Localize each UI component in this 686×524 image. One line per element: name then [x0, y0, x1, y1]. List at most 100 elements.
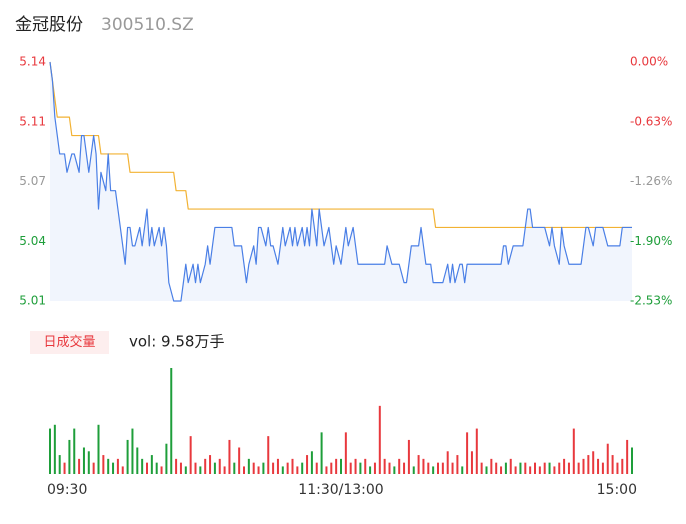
volume-bar — [97, 424, 100, 474]
volume-bar — [340, 458, 342, 474]
volume-bar — [189, 436, 192, 474]
volume-bar — [73, 428, 76, 474]
volume-bar — [427, 462, 430, 474]
volume-bar — [155, 462, 158, 474]
volume-bar — [87, 451, 90, 474]
price-area — [50, 62, 632, 301]
volume-bar — [616, 462, 619, 474]
volume-bar — [165, 443, 168, 474]
volume-bar — [58, 455, 61, 474]
volume-bar — [407, 439, 410, 474]
price-line — [49, 61, 632, 302]
volume-bar — [451, 462, 454, 474]
volume-bar — [194, 462, 197, 474]
volume-bar — [553, 466, 556, 474]
volume-bar — [262, 462, 265, 474]
volume-bar — [296, 466, 299, 474]
volume-bar — [373, 462, 376, 474]
volume-bar — [582, 458, 585, 474]
volume-bar — [631, 447, 633, 474]
volume-bar — [228, 439, 231, 474]
volume-bar — [519, 462, 522, 474]
y2-tick-label: 0.00% — [630, 55, 668, 69]
volume-bar — [204, 458, 207, 474]
volume-bar — [437, 462, 439, 474]
volume-bar — [558, 462, 561, 474]
volume-bar — [243, 466, 245, 474]
volume-bar — [252, 462, 255, 474]
volume-bar — [238, 447, 241, 474]
volume-bar — [490, 458, 493, 474]
volume-bar — [509, 458, 512, 474]
volume-bar — [146, 462, 148, 474]
volume-bar — [577, 462, 580, 474]
y-tick-label: 5.11 — [19, 114, 46, 128]
y2-tick-label: -1.90% — [630, 234, 672, 248]
volume-bar — [529, 466, 532, 474]
volume-bar — [480, 462, 483, 474]
volume-bar — [179, 462, 182, 474]
volume-bar — [514, 466, 517, 474]
x-tick-label: 11:30/13:00 — [298, 482, 383, 498]
volume-bar — [587, 455, 590, 474]
volume-bar — [291, 458, 294, 474]
volume-bar — [141, 458, 144, 474]
y2-tick-label: -1.26% — [630, 174, 672, 188]
average-line — [49, 61, 632, 229]
volume-bar — [175, 458, 178, 474]
volume-bar — [563, 458, 566, 474]
x-tick-label: 15:00 — [597, 482, 637, 498]
volume-bar — [495, 462, 498, 474]
volume-bar — [548, 462, 551, 474]
volume-bar — [398, 458, 401, 474]
volume-bar — [466, 432, 469, 474]
volume-bar — [335, 458, 338, 474]
volume-bar — [121, 466, 124, 474]
volume-bar — [68, 439, 71, 474]
volume-bar — [354, 458, 357, 474]
volume-bar — [534, 462, 536, 474]
volume-total: vol: 9.58万手 — [129, 333, 224, 351]
volume-bar — [286, 462, 289, 474]
volume-bar — [344, 432, 347, 474]
volume-title-box — [30, 331, 109, 354]
volume-bar — [272, 462, 275, 474]
volume-bar — [107, 458, 110, 474]
stock-code: 300510.SZ — [101, 15, 194, 35]
volume-bar — [567, 462, 570, 474]
volume-bar — [320, 432, 323, 474]
volume-bar — [126, 439, 129, 474]
volume-bar — [170, 368, 173, 474]
volume-bar — [461, 466, 464, 474]
volume-bar — [53, 424, 56, 474]
volume-bar — [233, 462, 236, 474]
volume-bar — [470, 451, 473, 474]
volume-bar — [63, 462, 66, 474]
volume-bar — [257, 466, 260, 474]
volume-bar — [184, 466, 187, 474]
volume-bar — [199, 466, 202, 474]
volume-bar — [102, 455, 105, 474]
volume-bar — [92, 462, 95, 474]
volume-bar — [446, 451, 449, 474]
volume-bar — [412, 466, 415, 474]
volume-bar — [78, 458, 81, 474]
volume-bar — [485, 466, 488, 474]
volume-bar — [378, 405, 381, 474]
volume-bar — [349, 462, 352, 474]
volume-bar — [136, 447, 139, 474]
volume-bar — [441, 462, 444, 474]
volume-bar — [49, 428, 51, 474]
volume-bar — [160, 466, 163, 474]
volume-bar — [592, 451, 595, 474]
volume-bar — [626, 439, 629, 474]
volume-bar — [417, 455, 420, 474]
volume-bar — [330, 462, 333, 474]
volume-bar — [621, 458, 624, 474]
volume-bar — [388, 462, 391, 474]
volume-bar — [383, 458, 386, 474]
volume-bar — [150, 455, 153, 474]
volume-bar — [209, 455, 212, 474]
volume-bar — [475, 428, 478, 474]
